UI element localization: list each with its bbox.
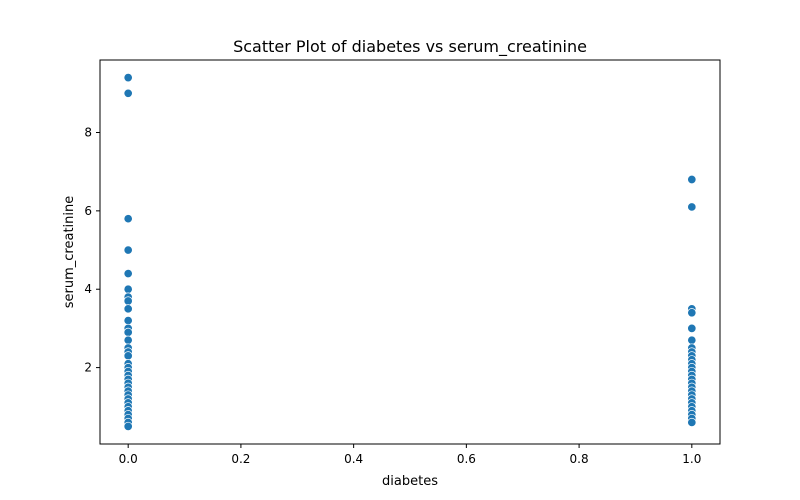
data-point [123, 88, 133, 98]
plot-frame [99, 59, 721, 445]
chart-title: Scatter Plot of diabetes vs serum_creati… [233, 37, 587, 57]
x-tick-label: 0.0 [119, 452, 138, 466]
data-point [123, 304, 133, 314]
x-tick-label: 1.0 [682, 452, 701, 466]
y-tick-label: 6 [84, 204, 92, 218]
x-axis-label: diabetes [382, 474, 438, 489]
data-point [123, 245, 133, 255]
data-point [687, 323, 697, 333]
data-point [687, 417, 697, 427]
data-point [123, 335, 133, 345]
data-point [123, 316, 133, 326]
data-point [123, 214, 133, 224]
data-points [123, 73, 697, 431]
y-axis: 2 4 6 8 [84, 125, 100, 375]
x-tick-label: 0.4 [344, 452, 363, 466]
data-point [123, 269, 133, 279]
y-axis-label: serum_creatinine [62, 196, 77, 309]
x-tick-label: 0.2 [231, 452, 250, 466]
data-point [687, 202, 697, 212]
x-axis: 0.0 0.2 0.4 0.6 0.8 1.0 [119, 444, 701, 466]
data-point [123, 351, 133, 361]
data-point [687, 335, 697, 345]
data-point [123, 284, 133, 294]
data-point [687, 174, 697, 185]
x-tick-label: 0.8 [570, 452, 589, 466]
data-point [123, 296, 133, 306]
y-tick-label: 4 [84, 282, 92, 296]
data-point [687, 308, 697, 318]
y-tick-label: 8 [84, 125, 92, 139]
data-point [123, 421, 133, 431]
y-tick-label: 2 [84, 361, 92, 375]
data-point [123, 73, 133, 83]
x-tick-label: 0.6 [457, 452, 476, 466]
data-point [123, 327, 133, 337]
